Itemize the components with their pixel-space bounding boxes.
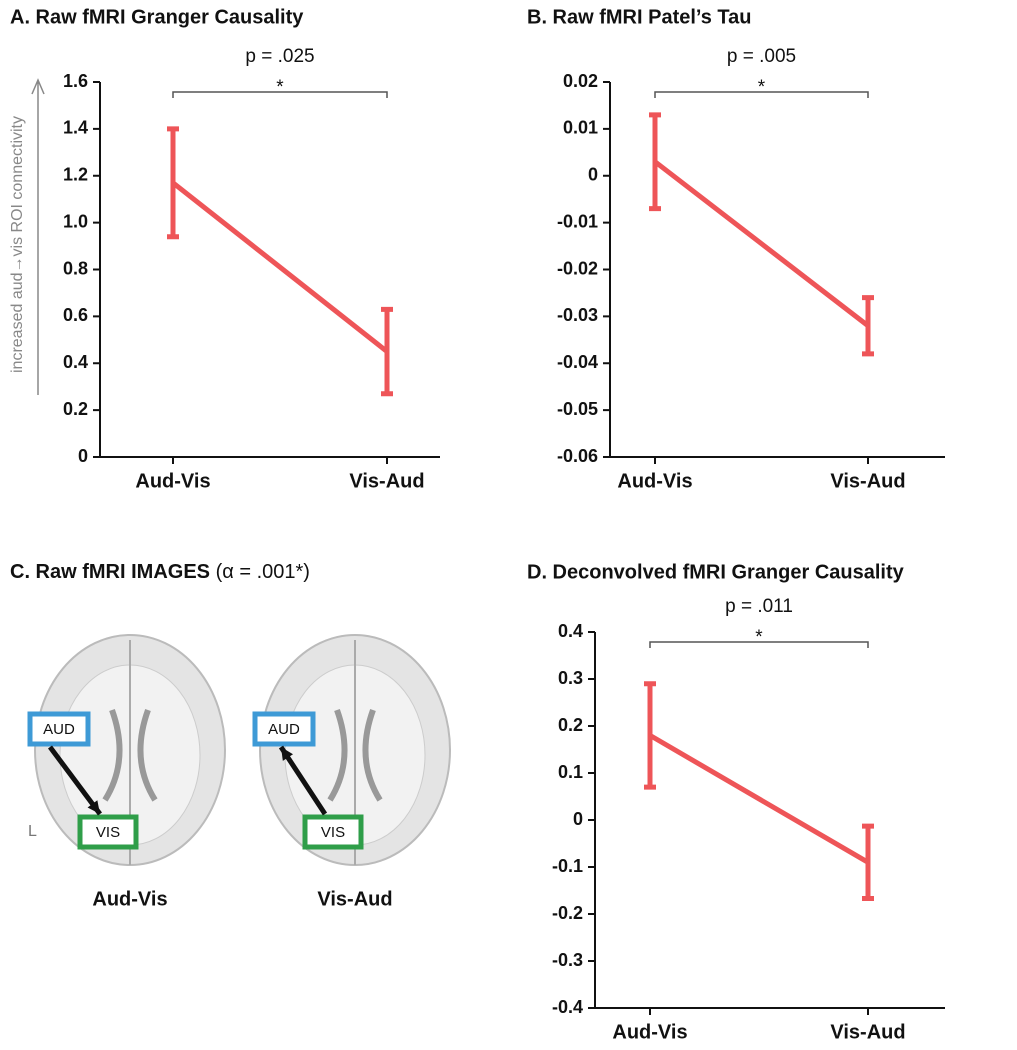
error-bar bbox=[862, 823, 874, 901]
x-tick-label: Aud-Vis bbox=[612, 1021, 687, 1043]
bracket bbox=[172, 91, 388, 98]
bracket bbox=[654, 91, 869, 98]
error-bar bbox=[167, 126, 179, 240]
y-tick-label: 1.6 bbox=[63, 71, 88, 91]
arrow-head bbox=[87, 800, 100, 814]
annotation: p = .005 bbox=[727, 46, 796, 67]
y-arrow bbox=[31, 78, 45, 395]
arrow-head bbox=[281, 747, 294, 761]
y-tick-label: 1.0 bbox=[63, 211, 88, 231]
error-bar bbox=[649, 112, 661, 212]
line bbox=[653, 159, 870, 328]
y-tick-label: -0.3 bbox=[552, 950, 583, 970]
y-tick-label: -0.01 bbox=[557, 211, 598, 231]
vis-label: VIS bbox=[96, 824, 120, 841]
y-tick-label: 0.4 bbox=[63, 352, 88, 372]
vis-box bbox=[77, 814, 139, 850]
side-label: L bbox=[28, 823, 37, 840]
x-tick-label: Aud-Vis bbox=[617, 470, 692, 492]
line bbox=[171, 180, 389, 354]
y-tick-label: -0.03 bbox=[557, 305, 598, 325]
error-bar bbox=[381, 306, 393, 397]
x-tick-label: Vis-Aud bbox=[349, 470, 424, 492]
y-tick-label: 0.3 bbox=[558, 668, 583, 688]
ventricle bbox=[327, 708, 383, 802]
y-tick-label: -0.06 bbox=[557, 446, 598, 466]
caption: Aud-Vis bbox=[92, 888, 167, 910]
chart-title: A. Raw fMRI Granger Causality bbox=[10, 6, 304, 28]
panel-title: C. Raw fMRI IMAGES (α = .001*) bbox=[10, 561, 310, 583]
aud-label: AUD bbox=[43, 721, 75, 738]
significance: * bbox=[276, 77, 284, 98]
chart-title: B. Raw fMRI Patel’s Tau bbox=[527, 6, 751, 28]
arrow bbox=[47, 745, 103, 816]
y-tick-label: 0.4 bbox=[558, 621, 583, 641]
vis-box bbox=[302, 814, 364, 850]
significance: * bbox=[755, 627, 763, 648]
y-tick-label: 0 bbox=[588, 165, 598, 185]
y-tick-label: -0.02 bbox=[557, 258, 598, 278]
panel-note: (α = .001*) bbox=[216, 561, 310, 583]
bracket bbox=[649, 641, 869, 648]
y-tick-label: 0.8 bbox=[63, 258, 88, 278]
x-tick-label: Vis-Aud bbox=[830, 470, 905, 492]
image-panel: C. Raw fMRI IMAGES (α = .001*) AUD VIS AUD… bbox=[10, 561, 451, 910]
y-tick-label: -0.05 bbox=[557, 399, 598, 419]
chart-title: D. Deconvolved fMRI Granger Causality bbox=[527, 561, 905, 583]
caption: Vis-Aud bbox=[317, 888, 392, 910]
y-tick-label: 0 bbox=[573, 809, 583, 829]
arrow bbox=[278, 745, 328, 816]
y-tick-label: 0.01 bbox=[563, 118, 598, 138]
y-tick-label: 1.2 bbox=[63, 165, 88, 185]
y-tick-label: -0.1 bbox=[552, 856, 583, 876]
y-tick-label: 0.6 bbox=[63, 305, 88, 325]
ventricle bbox=[102, 708, 158, 802]
y-tick-label: 0.1 bbox=[558, 762, 583, 782]
error-bar bbox=[862, 295, 874, 357]
aud-label: AUD bbox=[268, 721, 300, 738]
y-tick-label: 0.2 bbox=[558, 715, 583, 735]
panel-title-text: C. Raw fMRI IMAGES bbox=[10, 561, 210, 583]
x-tick-label: Aud-Vis bbox=[135, 470, 210, 492]
y-tick-label: 0.02 bbox=[563, 71, 598, 91]
aud-box bbox=[27, 711, 91, 747]
significance: * bbox=[758, 77, 766, 98]
y-tick-label: -0.04 bbox=[557, 352, 598, 372]
error-bar bbox=[644, 681, 656, 790]
annotation: p = .025 bbox=[245, 46, 314, 67]
y-axis-label: increased aud→vis ROI connectivity bbox=[9, 116, 26, 373]
y-tick-label: -0.2 bbox=[552, 903, 583, 923]
y-tick-label: 0 bbox=[78, 446, 88, 466]
line bbox=[648, 733, 870, 865]
vis-label: VIS bbox=[321, 824, 345, 841]
aud-box bbox=[252, 711, 316, 747]
y-tick-label: 1.4 bbox=[63, 118, 88, 138]
annotation: p = .011 bbox=[725, 596, 793, 617]
x-tick-label: Vis-Aud bbox=[830, 1021, 905, 1043]
y-tick-label: -0.4 bbox=[552, 997, 583, 1017]
y-tick-label: 0.2 bbox=[63, 399, 88, 419]
